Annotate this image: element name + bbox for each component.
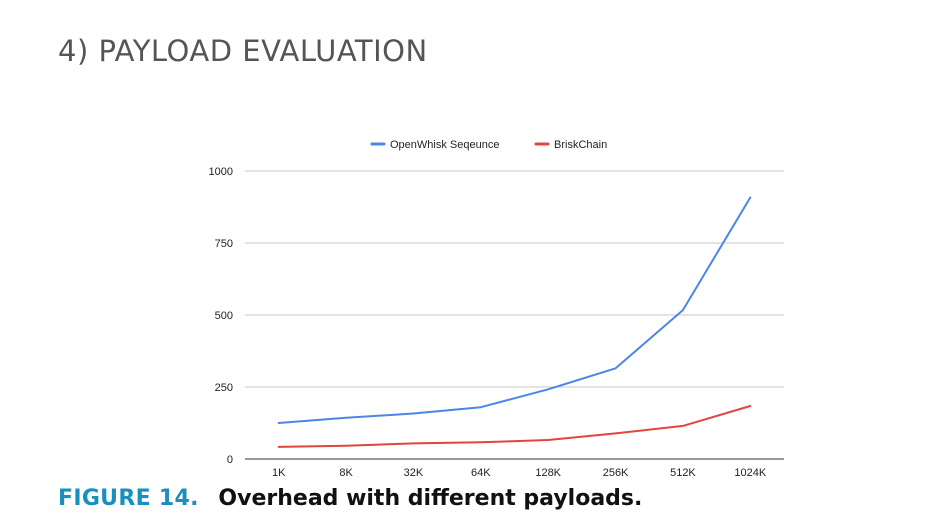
x-tick-label-8K: 8K xyxy=(339,467,353,479)
x-tick-label-128K: 128K xyxy=(535,467,561,479)
y-tick-label-1000: 1000 xyxy=(209,166,233,178)
series-line-openwhisk-seqeunce xyxy=(277,196,752,424)
y-tick-label-750: 750 xyxy=(215,238,233,250)
figure-label: FIGURE 14. xyxy=(58,486,199,511)
chart-gridlines xyxy=(245,170,784,460)
figure-caption: FIGURE 14. Overhead with different paylo… xyxy=(58,486,642,511)
legend-label-briskchain: BriskChain xyxy=(554,139,607,151)
x-axis-ticks: 1K 8K 32K 64K 128K 256K 512K 1024K xyxy=(272,467,767,479)
x-tick-label-32K: 32K xyxy=(404,467,424,479)
y-tick-label-500: 500 xyxy=(215,310,233,322)
x-tick-label-256K: 256K xyxy=(603,467,629,479)
figure-caption-text: Overhead with different payloads. xyxy=(218,486,643,511)
chart-series xyxy=(277,196,752,448)
x-tick-label-1K: 1K xyxy=(272,467,286,479)
section-heading: 4) PAYLOAD EVALUATION xyxy=(58,34,428,68)
legend-label-openwhisk-seqeunce: OpenWhisk Seqeunce xyxy=(390,139,499,151)
chart-legend: OpenWhisk Seqeunce BriskChain xyxy=(370,139,607,151)
x-tick-label-64K: 64K xyxy=(471,467,491,479)
y-tick-label-0: 0 xyxy=(227,454,233,466)
series-line-briskchain xyxy=(277,405,752,448)
y-tick-label-250: 250 xyxy=(215,382,233,394)
y-axis-ticks: 0 250 500 750 1000 xyxy=(209,166,233,466)
x-tick-label-1024K: 1024K xyxy=(734,467,766,479)
x-tick-label-512K: 512K xyxy=(670,467,696,479)
